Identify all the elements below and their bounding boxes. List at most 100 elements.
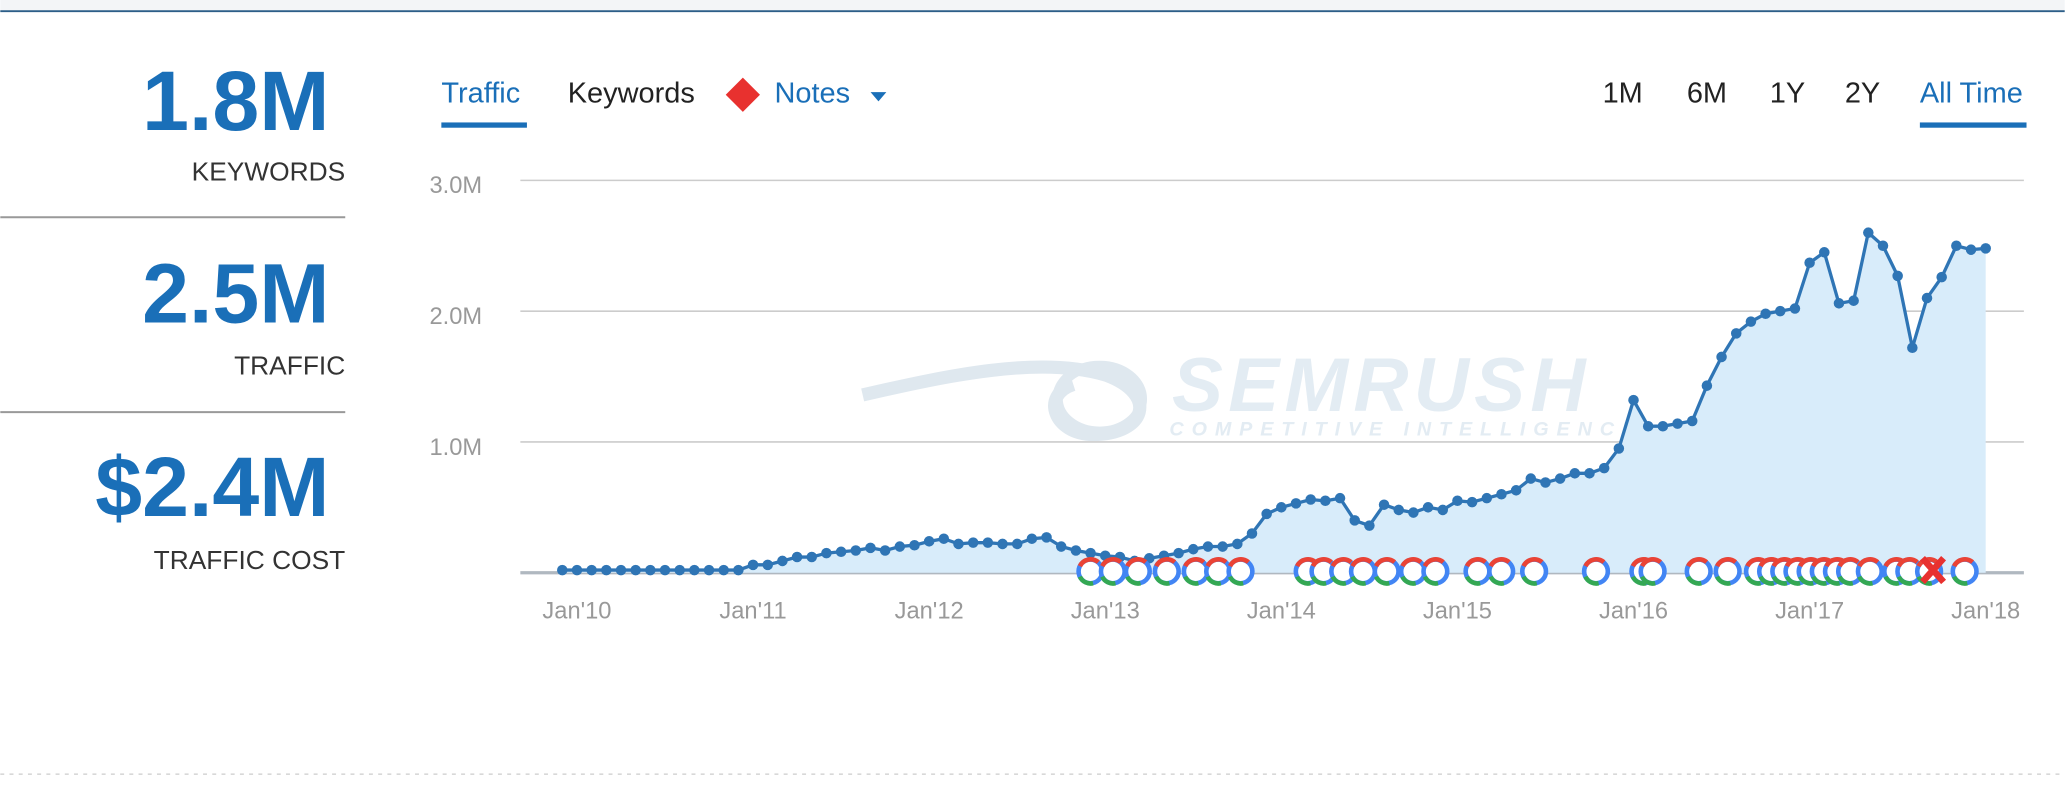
point [1745, 316, 1757, 327]
point [1364, 520, 1375, 531]
google-marker [1521, 557, 1544, 568]
point [659, 564, 671, 576]
point [1510, 485, 1522, 496]
point [1980, 243, 1991, 254]
point [1569, 468, 1581, 479]
point [909, 539, 920, 551]
google-marker [1125, 575, 1141, 586]
google-marker [1183, 557, 1206, 568]
point [571, 564, 583, 576]
point [630, 564, 641, 576]
period[interactable]: 1Y [1770, 77, 1805, 109]
point [747, 559, 759, 571]
point [1672, 418, 1683, 429]
google-marker [1824, 575, 1841, 586]
point [1437, 504, 1449, 516]
point [879, 545, 891, 556]
x-tick-label: Jan'14 [1247, 598, 1316, 624]
point [1892, 270, 1903, 282]
note-marker [1920, 556, 1947, 585]
point [1657, 420, 1669, 432]
google-marker [1100, 575, 1116, 586]
google-marker [1857, 557, 1880, 568]
point [1730, 328, 1742, 339]
google-marker [1100, 557, 1123, 568]
point [791, 551, 803, 563]
period[interactable]: 1M [1603, 77, 1643, 109]
google-marker [1715, 575, 1731, 586]
google-marker [1488, 557, 1511, 568]
point [1525, 473, 1537, 484]
point [1481, 492, 1493, 504]
watermark-tagline: COMPETITIVE INTELLIGENCE [1169, 419, 1643, 441]
point [1320, 495, 1331, 507]
google-marker [1952, 557, 1975, 568]
point [923, 536, 935, 547]
point [1026, 533, 1038, 544]
point [733, 564, 744, 576]
period[interactable]: 2Y [1845, 77, 1880, 109]
point [1848, 295, 1859, 306]
x-tick-label: Jan'15 [1423, 598, 1492, 624]
point [777, 555, 788, 567]
point [1936, 271, 1947, 283]
google-marker [1837, 575, 1854, 586]
point [1070, 545, 1082, 556]
point [1716, 351, 1727, 363]
point [1334, 492, 1346, 504]
google-marker [1639, 575, 1656, 586]
point [1378, 499, 1390, 510]
point [1232, 538, 1243, 550]
point [1290, 498, 1302, 509]
x-tick-label: Jan'12 [895, 598, 964, 624]
point [1921, 292, 1933, 304]
area [562, 232, 1986, 573]
point [1701, 380, 1713, 391]
google-marker [1745, 575, 1762, 586]
google-marker [1422, 575, 1439, 586]
google-marker [1857, 575, 1873, 586]
stat-label: KEYWORDS [192, 157, 346, 187]
point [1584, 468, 1595, 479]
point [1554, 473, 1566, 484]
point [1055, 541, 1067, 552]
google-marker [1400, 557, 1423, 568]
period-underline [1919, 122, 2027, 128]
point [1173, 547, 1184, 559]
google-marker [1154, 557, 1177, 568]
period[interactable]: 6M [1687, 77, 1727, 109]
google-marker [1952, 575, 1968, 586]
point [1833, 298, 1845, 309]
tab[interactable]: Notes [774, 77, 850, 109]
google-marker [1310, 575, 1327, 586]
tab[interactable]: Keywords [568, 77, 695, 109]
google-marker [1639, 557, 1663, 568]
point [1863, 227, 1874, 238]
google-marker [1205, 575, 1222, 586]
stat-value: 2.5M [142, 246, 329, 340]
google-marker [1125, 557, 1148, 568]
point [1819, 247, 1830, 258]
point [967, 537, 979, 548]
tab[interactable]: Traffic [441, 77, 520, 109]
point [938, 533, 950, 544]
point [1774, 305, 1786, 317]
point [586, 564, 597, 576]
point [1466, 496, 1478, 508]
point [1011, 538, 1023, 550]
google-marker [1488, 575, 1505, 586]
y-tick-label: 2.0M [429, 304, 482, 330]
point [1408, 507, 1419, 518]
tab-underline [441, 122, 527, 128]
point [953, 538, 964, 550]
x-tick-label: Jan'10 [542, 598, 611, 624]
point [1496, 488, 1507, 500]
dropdown-arrow[interactable] [870, 92, 887, 102]
period[interactable]: All Time [1920, 77, 2023, 109]
google-marker [1295, 575, 1311, 586]
point [1804, 257, 1815, 269]
point [689, 564, 700, 576]
point [1951, 240, 1962, 252]
google-marker [1583, 557, 1606, 568]
